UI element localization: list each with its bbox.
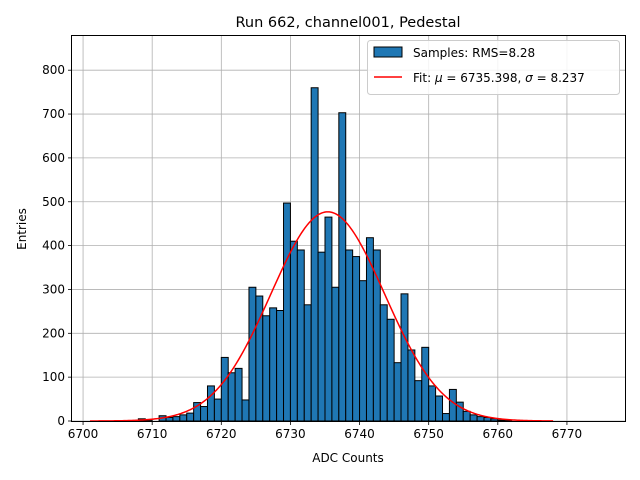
histogram-bar	[324, 216, 333, 422]
x-tick-label: 6720	[206, 427, 237, 441]
x-tick-label: 6750	[413, 427, 444, 441]
histogram-bar	[435, 395, 444, 422]
histogram-bar	[248, 286, 257, 422]
x-tick-label: 6760	[483, 427, 514, 441]
histogram-bar	[497, 419, 506, 422]
histogram-bar	[172, 416, 181, 422]
y-tick-label: 400	[42, 239, 65, 253]
histogram-bar	[227, 372, 236, 422]
histogram-bar	[241, 399, 250, 422]
histogram-bar	[338, 112, 347, 422]
histogram-bar	[386, 318, 395, 422]
histogram-bar	[421, 346, 430, 422]
histogram-bar	[296, 249, 305, 422]
histogram-bar	[165, 416, 174, 422]
histogram-bars	[130, 87, 513, 422]
histogram-bar	[179, 414, 188, 422]
legend-fit-label: Fit: μ = 6735.398, σ = 8.237	[413, 71, 585, 85]
y-tick-label: 0	[57, 414, 65, 428]
y-axis-ticks: 0 100 200 300 400 500 600 700 800	[42, 63, 72, 428]
legend-fit-mu-symbol: μ	[434, 71, 443, 85]
y-tick-label: 300	[42, 282, 65, 296]
x-axis-ticks: 6700 6710 6720 6730 6740 6750 6760 6770	[68, 421, 582, 441]
histogram-bar	[317, 251, 326, 422]
histogram-bar	[359, 280, 367, 422]
histogram-bar	[200, 406, 208, 422]
histogram-bar	[462, 410, 471, 422]
legend-fit-sigma-symbol: σ	[525, 71, 533, 85]
fit-curve	[89, 211, 554, 422]
legend-samples-label: Samples: RMS=8.28	[413, 46, 535, 60]
histogram-bar	[234, 367, 243, 422]
histogram-bar	[379, 304, 388, 422]
legend-box	[367, 40, 620, 95]
histogram-bar	[400, 293, 409, 422]
x-tick-label: 6700	[68, 427, 99, 441]
y-tick-label: 600	[42, 151, 65, 165]
histogram-bar	[365, 237, 374, 422]
chart-title: Run 662, channel001, Pedestal	[235, 15, 460, 31]
histogram-bar	[289, 240, 298, 422]
histogram-bar	[331, 286, 340, 422]
legend-samples-swatch	[373, 46, 403, 58]
histogram-bar	[303, 304, 312, 422]
histogram-bar	[448, 388, 457, 422]
legend: Samples: RMS=8.28 Fit: μ = 6735.398, σ =…	[367, 40, 620, 95]
legend-fit-prefix: Fit:	[413, 71, 435, 85]
histogram-bar	[276, 309, 285, 422]
y-tick-label: 500	[42, 195, 65, 209]
y-axis-label: Entries	[15, 208, 29, 250]
x-tick-label: 6770	[552, 427, 583, 441]
histogram-bar	[407, 349, 416, 422]
histogram-bar	[283, 202, 291, 422]
histogram-bar	[428, 385, 437, 422]
y-tick-label: 200	[42, 326, 65, 340]
histogram-bar	[469, 414, 478, 422]
histogram-bar	[345, 249, 354, 422]
histogram-bar	[442, 413, 450, 422]
histogram-bar	[206, 385, 215, 422]
histogram-bar	[310, 87, 319, 422]
histogram-bar	[393, 362, 402, 422]
plot-area-frame	[71, 35, 626, 422]
histogram-bar	[213, 398, 222, 422]
legend-fit-mu-value: = 6735.398,	[443, 71, 526, 85]
histogram-bar	[186, 412, 195, 422]
x-tick-label: 6730	[275, 427, 306, 441]
histogram-bar	[352, 256, 361, 422]
x-axis-label: ADC Counts	[312, 451, 384, 465]
histogram-bar	[414, 380, 423, 422]
histogram-bar	[220, 356, 229, 422]
legend-fit-sigma-value: = 8.237	[533, 71, 585, 85]
histogram-bar	[269, 307, 278, 422]
x-tick-label: 6740	[344, 427, 375, 441]
y-tick-label: 100	[42, 370, 65, 384]
y-tick-label: 800	[42, 63, 65, 77]
histogram-bar	[262, 315, 271, 422]
x-tick-label: 6710	[137, 427, 168, 441]
histogram-bar	[476, 416, 485, 422]
y-tick-label: 700	[42, 107, 65, 121]
